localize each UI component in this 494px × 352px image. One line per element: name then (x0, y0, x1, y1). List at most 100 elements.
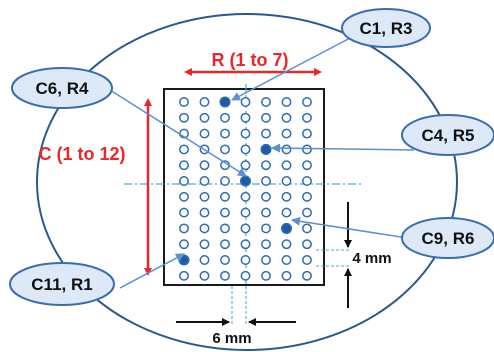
callout-c6-r4: C6, R4 (11, 67, 113, 109)
hole-c11-r4 (240, 255, 251, 265)
callout-c1-r3-label: C1, R3 (360, 19, 413, 38)
callout-c9-r6: C9, R6 (401, 217, 494, 259)
hole-c2-r5 (261, 112, 271, 123)
hole-filled-c1-r3 (219, 96, 231, 108)
hole-grid (178, 96, 312, 281)
hole-c6-r5 (261, 176, 271, 186)
hole-c5-r5 (261, 160, 271, 171)
hole-c9-r3 (220, 223, 230, 234)
hole-c9-r7 (302, 223, 312, 234)
hole-c6-r6 (281, 176, 292, 186)
hole-c1-r7 (302, 97, 312, 107)
callout-c11-r1-label: C11, R1 (31, 275, 92, 294)
hole-c8-r1 (179, 207, 189, 218)
hole-c1-r4 (240, 97, 251, 107)
hole-c12-r2 (199, 270, 210, 281)
hole-c9-r4 (240, 223, 251, 234)
hole-c4-r6 (281, 144, 292, 155)
hole-c1-r1 (179, 97, 189, 107)
hole-c10-r3 (220, 239, 230, 250)
hole-c4-r1 (179, 144, 189, 155)
hole-c12-r7 (302, 270, 312, 281)
hole-c1-r5 (261, 97, 271, 107)
hole-c7-r7 (302, 191, 312, 202)
hole-c7-r2 (199, 191, 210, 202)
hole-c10-r5 (261, 239, 271, 250)
hole-c11-r5 (261, 255, 271, 265)
hole-c6-r2 (199, 176, 210, 186)
hole-c12-r1 (179, 270, 189, 281)
hole-c8-r5 (261, 207, 271, 218)
hole-c5-r6 (281, 160, 292, 171)
hole-c11-r7 (302, 255, 312, 265)
hole-c6-r7 (302, 176, 312, 186)
callout-c4-r5-label: C4, R5 (422, 126, 475, 145)
hole-c2-r4 (240, 112, 251, 123)
leader-c11-r1 (119, 253, 185, 289)
hole-c5-r7 (302, 160, 312, 171)
hole-c6-r3 (220, 176, 230, 186)
hole-c7-r5 (261, 191, 271, 202)
hole-c3-r7 (302, 128, 312, 139)
leader-c6-r4 (109, 89, 247, 177)
hole-c3-r5 (261, 128, 271, 139)
hole-c5-r1 (179, 160, 189, 171)
hole-c12-r6 (281, 270, 292, 281)
hole-c3-r3 (220, 128, 230, 139)
hole-c7-r3 (220, 191, 230, 202)
hole-c7-r4 (240, 191, 251, 202)
hole-c1-r6 (281, 97, 292, 107)
hole-c12-r3 (220, 270, 230, 281)
hole-c5-r4 (240, 160, 251, 171)
callout-c11-r1: C11, R1 (9, 262, 115, 306)
hole-c11-r6 (281, 255, 292, 265)
hole-c2-r3 (220, 112, 230, 123)
hole-c1-r2 (199, 97, 210, 107)
hole-c10-r4 (240, 239, 251, 250)
hole-c10-r2 (199, 239, 210, 250)
hole-c8-r2 (199, 207, 210, 218)
dim-6mm-label: 6 mm (212, 330, 251, 347)
row-range-label: R (1 to 7) (211, 50, 288, 70)
hole-c6-r1 (179, 176, 189, 186)
hole-c8-r6 (281, 207, 292, 218)
hole-c7-r1 (179, 191, 189, 202)
hole-c5-r2 (199, 160, 210, 171)
hole-c3-r4 (240, 128, 251, 139)
hole-c12-r5 (261, 270, 271, 281)
hole-c2-r2 (199, 112, 210, 123)
dim-4mm-label: 4 mm (352, 250, 391, 267)
outer-circle (36, 13, 458, 351)
hole-filled-c4-r5 (260, 143, 272, 155)
hole-c9-r5 (261, 223, 271, 234)
hole-c2-r6 (281, 112, 292, 123)
callout-c1-r3: C1, R3 (341, 8, 431, 48)
hole-c8-r7 (302, 207, 312, 218)
hole-c11-r2 (199, 255, 210, 265)
hole-c7-r6 (281, 191, 292, 202)
leader-c9-r6 (291, 216, 421, 241)
hole-c12-r4 (240, 270, 251, 281)
leader-c4-r5 (271, 143, 415, 153)
hole-filled-c9-r6 (280, 222, 293, 234)
hole-c10-r7 (302, 239, 312, 250)
column-range-label: C (1 to 12) (38, 144, 125, 164)
hole-c9-r2 (199, 223, 210, 234)
hole-c3-r2 (199, 128, 210, 139)
grid-frame (163, 88, 325, 286)
hole-c10-r1 (179, 239, 189, 250)
hole-c11-r3 (220, 255, 230, 265)
hole-c8-r4 (240, 207, 251, 218)
hole-c10-r6 (281, 239, 292, 250)
hole-filled-c11-r1 (178, 254, 190, 266)
hole-c2-r7 (302, 112, 312, 123)
callout-c9-r6-label: C9, R6 (422, 229, 475, 248)
callout-c4-r5: C4, R5 (401, 114, 494, 156)
hole-c4-r3 (220, 144, 230, 155)
hole-c3-r6 (281, 128, 292, 139)
hole-c8-r3 (220, 207, 230, 218)
hole-c4-r7 (302, 144, 312, 155)
hole-c4-r4 (240, 144, 251, 155)
